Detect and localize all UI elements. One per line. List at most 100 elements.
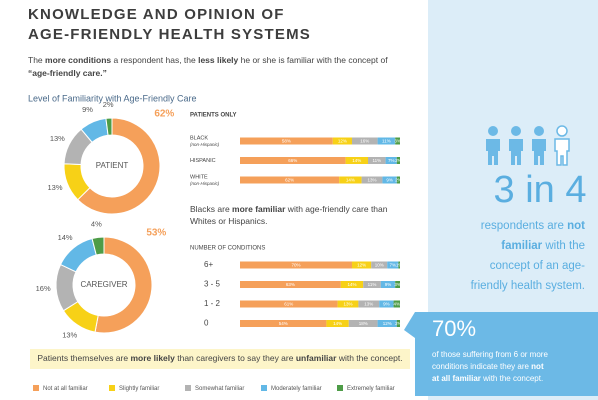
bar-segment: [377, 320, 397, 327]
bar-value-label: 3%: [394, 282, 401, 287]
bar-segment: [385, 157, 397, 164]
callout-text: at all familiar with the concept.: [432, 374, 543, 383]
sidebar-text-part: familiar: [501, 240, 542, 252]
bar-segment: [358, 300, 380, 308]
callout-text: conditions indicate they are not: [432, 362, 544, 371]
value-label: 9%: [82, 105, 93, 114]
category-note: (non-Hispanic): [190, 181, 220, 186]
bar-value-label: 63%: [286, 282, 295, 287]
bar-value-label: 14%: [333, 321, 342, 326]
bar-segment: [371, 261, 388, 269]
intro-part: The: [28, 55, 45, 65]
legend-label: Somewhat familiar: [195, 386, 244, 392]
bar-value-label: 61%: [284, 301, 293, 306]
bar-segment: [352, 261, 372, 269]
comparison-note-part: Blacks are: [190, 204, 232, 214]
bar-value-label: 7%: [390, 262, 397, 267]
value-label: 13%: [50, 134, 65, 143]
sidebar-text-part: with the: [542, 240, 585, 252]
bar-segment: [326, 320, 349, 327]
bar-segment: [380, 281, 396, 288]
bar-segment: [345, 157, 368, 164]
callout-text: of those suffering from 6 or more: [432, 350, 548, 359]
bar-segment: [382, 176, 397, 184]
bar-segment: [363, 281, 381, 288]
donut-segment: [77, 117, 161, 215]
bar-value-label: 16%: [360, 138, 369, 143]
intro-part: more conditions: [45, 55, 111, 65]
bar-value-label: 9%: [385, 282, 392, 287]
sidebar-text-part: concept of an age-: [490, 260, 585, 272]
bar-segment: [393, 300, 400, 308]
bar-segment: [240, 261, 352, 269]
value-label: 62%: [154, 108, 174, 119]
callout-text-part: of those suffering from 6 or more: [432, 350, 548, 359]
category-label: 1 - 2: [204, 299, 221, 308]
comparison-note-part: more familiar: [232, 204, 286, 214]
bar-segment: [396, 320, 400, 327]
callout-stat: 70%: [432, 316, 476, 341]
bar-value-label: 12%: [357, 262, 366, 267]
sidebar-text: respondents are not: [481, 220, 585, 232]
bar-value-label: 11%: [372, 158, 381, 163]
note-part: Patients themselves are: [37, 353, 130, 363]
legend-label: Moderately familiar: [271, 386, 322, 392]
category-label: HISPANIC: [190, 158, 216, 164]
bar-value-label: 54%: [279, 321, 288, 326]
bar-segment: [396, 176, 400, 184]
bar-value-label: 2%: [395, 177, 402, 182]
value-label: 53%: [146, 227, 166, 238]
bar-segment: [240, 176, 340, 184]
intro-part: a respondent has, the: [111, 55, 198, 65]
bar-value-label: 62%: [285, 177, 294, 182]
bar-segment: [348, 320, 378, 327]
callout-pointer: [404, 312, 415, 338]
value-label: 13%: [62, 330, 77, 339]
category-note: (non-Hispanic): [190, 142, 220, 147]
intro: The more conditions a respondent has, th…: [28, 55, 388, 65]
bar-segment: [240, 157, 346, 164]
callout-text-part: at all familiar: [432, 374, 481, 383]
bar-value-label: 13%: [364, 301, 373, 306]
note-part: with the concept.: [336, 353, 402, 363]
bar-value-label: 2%: [395, 321, 402, 326]
sidebar-text: concept of an age-: [490, 260, 585, 272]
bar-segment: [337, 300, 359, 308]
bar-value-label: 10%: [375, 262, 384, 267]
donut-label: PATIENT: [96, 161, 129, 170]
people-icons: [486, 125, 570, 166]
comparison-note: Blacks are more familiar with age-friend…: [190, 204, 388, 214]
legend-label: Slightly familiar: [119, 386, 159, 392]
bar-segment: [340, 281, 364, 288]
bar-segment: [387, 261, 399, 269]
bar-segment: [352, 137, 378, 145]
legend-label: Extremely familiar: [347, 386, 395, 392]
title: AGE-FRIENDLY HEALTH SYSTEMS: [28, 26, 311, 43]
bar-value-label: 9%: [383, 301, 390, 306]
bar-value-label: 66%: [288, 158, 297, 163]
value-label: 13%: [48, 183, 63, 192]
bar-segment: [379, 300, 394, 308]
category-label: WHITE: [190, 174, 208, 180]
sidebar-text: friendly health system.: [471, 280, 585, 292]
bar-value-label: 18%: [359, 321, 368, 326]
intro: “age-friendly care.”: [28, 68, 107, 78]
bar-segment: [398, 261, 400, 269]
bar-value-label: 58%: [282, 138, 291, 143]
title: KNOWLEDGE AND OPINION OF: [28, 6, 285, 23]
bar-segment: [395, 137, 400, 145]
bar-value-label: 2%: [395, 158, 402, 163]
category-label: BLACK: [190, 135, 208, 141]
callout-text-part: with the concept.: [481, 374, 543, 383]
legend-swatch: [337, 385, 343, 391]
bar-segment: [240, 300, 338, 308]
donut-segment: [94, 236, 153, 334]
note-part: unfamiliar: [296, 353, 337, 363]
donut-segment: [59, 237, 97, 273]
note-part: more likely: [130, 353, 175, 363]
bar-value-label: 14%: [347, 282, 356, 287]
intro-part: less likely: [198, 55, 238, 65]
note-part: than caregivers to say they are: [175, 353, 296, 363]
chart-title: NUMBER OF CONDITIONS: [190, 246, 265, 252]
